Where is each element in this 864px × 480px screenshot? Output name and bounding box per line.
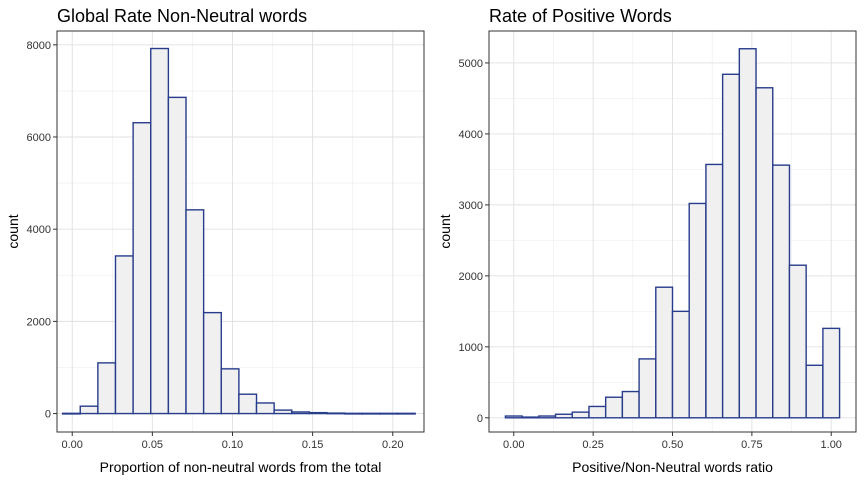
histogram-bar <box>396 412 416 415</box>
y-tick-label: 3000 <box>459 200 483 212</box>
y-axis-ticks: 0 2000 4000 6000 8000 <box>27 40 57 421</box>
y-tick-label: 4000 <box>459 129 483 141</box>
x-tick-label: 0.50 <box>662 439 683 451</box>
histogram-bar <box>621 390 640 419</box>
x-tick-label: 0.00 <box>503 439 524 451</box>
y-tick-label: 0 <box>45 409 51 421</box>
histogram-bar <box>655 286 674 419</box>
x-tick-label: 0.25 <box>582 439 603 451</box>
histogram-bar <box>343 412 363 415</box>
histogram-bar <box>554 413 573 419</box>
histogram-bar <box>805 364 824 419</box>
panel-border <box>56 30 425 433</box>
histogram-bar <box>185 209 205 415</box>
panel-title: Rate of Positive Words <box>489 6 672 26</box>
y-tick-label: 6000 <box>27 132 51 144</box>
x-axis-ticks: 0.00 0.25 0.50 0.75 1.00 <box>503 432 842 451</box>
y-tick-label: 1000 <box>459 342 483 354</box>
histogram-bar <box>788 264 807 419</box>
panel-global-rate: Global Rate Non-Neutral words 0.00 0.05 0.… <box>5 6 425 475</box>
x-tick-label: 0.20 <box>382 439 403 451</box>
histogram-bar <box>521 416 540 419</box>
panel-positive-rate: Rate of Positive Words 0.00 0.25 0.50 0.75 1… <box>437 6 857 475</box>
histogram-bar <box>97 362 117 415</box>
histogram-bar <box>721 73 741 419</box>
histogram-bar <box>238 393 258 415</box>
histogram-bar <box>79 405 99 415</box>
y-tick-label: 4000 <box>27 224 51 236</box>
histogram-bar <box>220 368 240 415</box>
histogram-bar <box>379 412 399 415</box>
x-tick-label: 0.10 <box>222 439 243 451</box>
x-tick-label: 0.00 <box>62 439 83 451</box>
histogram-bar <box>361 412 381 415</box>
histogram-bar <box>255 402 275 415</box>
histogram-bar <box>738 48 757 419</box>
histogram-bar <box>688 202 707 419</box>
y-tick-label: 2000 <box>27 316 51 328</box>
histogram-bar <box>671 310 690 419</box>
histogram-bar <box>504 415 523 419</box>
y-tick-label: 2000 <box>459 271 483 283</box>
x-tick-label: 0.05 <box>142 439 163 451</box>
histogram-bar <box>308 411 328 415</box>
histogram-bar <box>326 412 346 415</box>
histogram-bar <box>167 96 187 415</box>
histogram-bar <box>202 311 222 415</box>
histogram-bar <box>114 255 134 415</box>
x-tick-label: 0.15 <box>302 439 323 451</box>
histogram-bar <box>705 163 724 419</box>
histogram-bar <box>588 405 607 419</box>
x-axis-title: Positive/Non-Neutral words ratio <box>572 459 773 475</box>
histogram-bars <box>61 47 416 415</box>
histogram-bars <box>504 48 841 419</box>
histogram-bar <box>273 409 293 415</box>
y-axis-ticks: 0 1000 2000 3000 4000 5000 <box>459 58 489 425</box>
histogram-bar <box>772 164 791 419</box>
x-axis-ticks: 0.00 0.05 0.10 0.15 0.20 <box>62 432 403 451</box>
histogram-bar <box>822 327 841 419</box>
histogram-bar <box>571 411 590 419</box>
histogram-bar <box>291 411 311 415</box>
x-axis-title: Proportion of non-neutral words from the… <box>100 459 382 475</box>
x-tick-label: 1.00 <box>821 439 842 451</box>
histogram-bar <box>638 358 657 419</box>
y-axis-title: count <box>5 214 21 248</box>
histogram-bar <box>538 415 557 419</box>
y-tick-label: 0 <box>477 413 483 425</box>
histogram-bar <box>61 412 81 415</box>
y-tick-label: 8000 <box>27 40 51 52</box>
y-axis-title: count <box>437 214 453 248</box>
panel-title: Global Rate Non-Neutral words <box>57 6 307 26</box>
histogram-bar <box>755 87 774 419</box>
x-tick-label: 0.75 <box>741 439 762 451</box>
histogram-bar <box>604 396 624 419</box>
y-tick-label: 5000 <box>459 58 483 70</box>
histogram-bar <box>132 122 152 415</box>
histogram-bar <box>150 47 170 415</box>
